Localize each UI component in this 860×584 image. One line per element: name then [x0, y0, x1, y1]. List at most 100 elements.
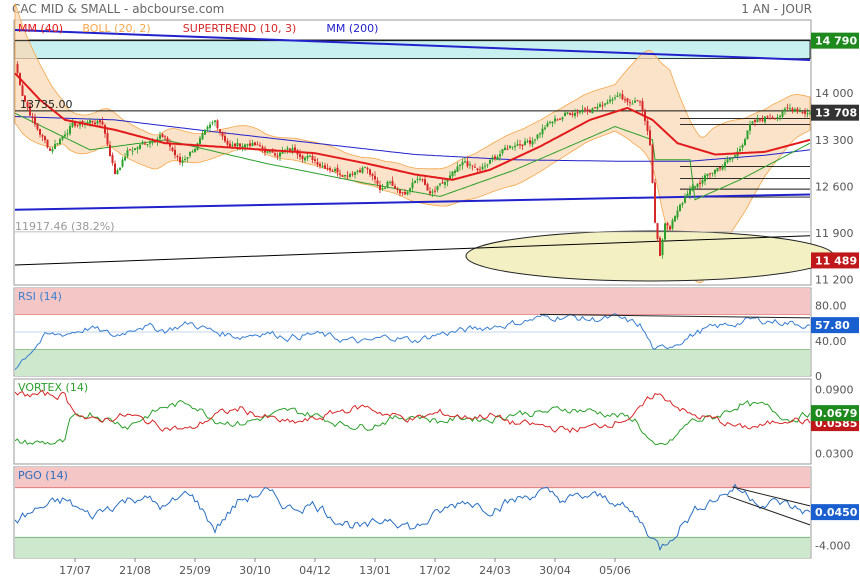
candle-body [379, 184, 381, 190]
candle-body [291, 148, 294, 151]
price-legend-0: MM (40) [18, 22, 63, 35]
candle-body [544, 127, 546, 129]
trend-line-0 [14, 28, 811, 61]
trend-line-2 [14, 235, 811, 266]
candle-body [174, 149, 176, 156]
candle-body [651, 144, 654, 183]
candle-body [536, 134, 539, 139]
pgo-under-zone [15, 537, 810, 558]
candle-body [701, 180, 704, 184]
candle-body [326, 167, 329, 169]
candle-body [89, 120, 91, 124]
candle-body [751, 121, 754, 124]
candle-body [364, 167, 366, 169]
candle-body [491, 157, 494, 160]
candle-body [664, 223, 666, 240]
candle-body [201, 133, 204, 140]
x-tick-label-1: 21/08 [119, 564, 151, 577]
vortex-line-1 [14, 389, 811, 434]
candle-body [656, 223, 659, 239]
candle-body [699, 182, 701, 185]
rsi-tick-2: 0 [815, 370, 822, 383]
candle-body [429, 191, 431, 194]
panel-frame-price [13, 19, 812, 286]
candle-body [159, 135, 161, 139]
candle-body [574, 112, 576, 116]
candles [16, 61, 811, 259]
candle-body [726, 159, 729, 163]
rsi-panel [14, 288, 811, 376]
candle-body [144, 143, 146, 145]
candle-body [179, 157, 181, 163]
candle-body [469, 164, 471, 166]
candle-body [626, 98, 629, 102]
candle-body [276, 155, 279, 157]
candle-body [319, 163, 321, 167]
candle-body [539, 133, 541, 135]
candle-body [254, 142, 256, 146]
candle-body [59, 138, 61, 145]
candle-body [186, 157, 189, 159]
candle-body [784, 108, 786, 112]
candle-body [164, 136, 166, 138]
candle-body [639, 101, 641, 103]
candle-body [449, 175, 451, 180]
candle-body [181, 160, 184, 163]
candle-body [659, 237, 661, 257]
candle-body [471, 165, 474, 167]
candle-body [706, 173, 709, 177]
candle-body [439, 183, 441, 186]
candle-body [516, 144, 519, 146]
candle-body [96, 120, 99, 124]
candle-body [184, 159, 186, 161]
candle-body [341, 175, 344, 177]
candle-body [729, 158, 731, 160]
candle-body [711, 172, 714, 174]
candle-body [741, 145, 744, 148]
candle-body [584, 108, 586, 110]
candle-body [611, 99, 614, 101]
candle-body [509, 145, 511, 148]
candle-body [294, 147, 296, 151]
candle-body [131, 150, 134, 152]
candle-body [114, 163, 116, 174]
candle-body [526, 141, 529, 143]
candle-body [481, 166, 484, 170]
candle-body [456, 166, 459, 172]
candle-body [794, 109, 796, 112]
candle-body [501, 149, 504, 154]
candle-body [224, 135, 226, 142]
candle-body [789, 108, 791, 110]
candle-body [459, 164, 461, 166]
candle-body [121, 159, 124, 167]
candle-body [686, 193, 689, 198]
candle-body [81, 120, 84, 124]
candle-body [604, 103, 606, 105]
candle-body [49, 148, 51, 151]
candle-body [211, 122, 214, 124]
candle-body [94, 122, 96, 125]
candle-body [161, 134, 164, 137]
candle-body [744, 139, 746, 146]
candle-body [594, 107, 596, 109]
candle-body [641, 101, 644, 112]
candle-body [351, 173, 354, 175]
candle-body [609, 99, 611, 102]
candle-body [566, 112, 569, 114]
pgo-badge-group: 0.0450 [811, 504, 859, 521]
candle-body [514, 145, 516, 148]
candle-body [221, 132, 224, 137]
candle-body [779, 115, 781, 117]
candle-body [204, 129, 206, 135]
candle-body [196, 143, 199, 150]
candle-body [74, 122, 76, 126]
candle-body [111, 155, 114, 164]
price-legend-2: SUPERTREND (10, 3) [183, 22, 297, 35]
candle-body [764, 116, 766, 123]
candle-body [361, 167, 364, 173]
candle-body [521, 144, 524, 147]
candle-body [266, 151, 269, 153]
candle-body [214, 120, 216, 123]
candle-body [251, 143, 254, 146]
candle-body [141, 142, 144, 145]
